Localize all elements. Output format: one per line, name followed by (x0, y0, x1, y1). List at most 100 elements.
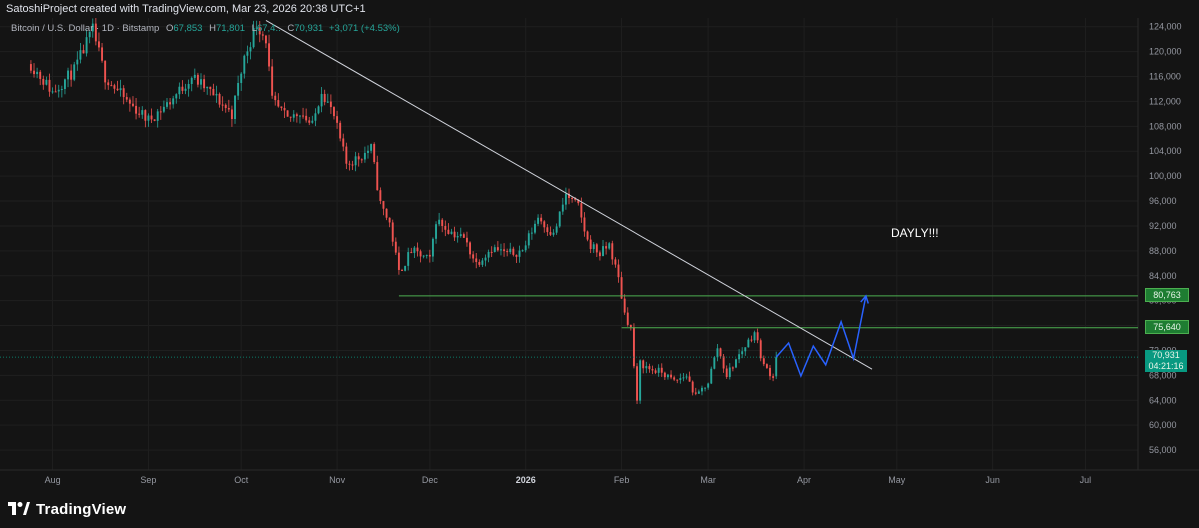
candle-body (444, 226, 447, 230)
y-tick-label: 56,000 (1149, 445, 1177, 455)
open-label: O (166, 23, 174, 34)
candle-body (150, 115, 153, 120)
candle-body (370, 144, 373, 151)
candle-body (252, 27, 255, 48)
candle-body (94, 23, 97, 42)
candle-body (685, 376, 688, 378)
candle-body (428, 254, 431, 257)
candle-body (775, 357, 778, 377)
candle-body (753, 332, 756, 341)
candle-body (119, 88, 122, 91)
candle-body (602, 246, 604, 257)
x-tick-label: Aug (45, 475, 61, 485)
candle-body (190, 77, 193, 84)
candle-body (397, 252, 400, 270)
candle-body (261, 34, 264, 36)
symbol-name: Bitcoin / U.S. Dollar · 1D · Bitstamp (11, 23, 160, 34)
candle-body (568, 193, 570, 199)
x-tick-label: Jun (985, 475, 1000, 485)
x-tick-label: Dec (422, 475, 439, 485)
price-chart[interactable]: 56,00060,00064,00068,00072,00076,00080,0… (0, 18, 1199, 490)
candle-body (299, 115, 301, 117)
candle-body (54, 91, 57, 93)
candle-body (135, 105, 138, 114)
candle-body (472, 254, 475, 259)
candle-body (756, 332, 759, 341)
tradingview-logo[interactable]: TradingView (8, 499, 126, 519)
candle-body (500, 249, 502, 251)
candle-body (82, 50, 85, 54)
candle-body (351, 164, 354, 166)
candle-body (741, 351, 744, 355)
candle-body (221, 104, 224, 106)
candle-body (515, 254, 518, 257)
candle-body (373, 144, 376, 163)
candle-body (691, 381, 694, 393)
candle-body (422, 255, 425, 257)
candle-body (413, 247, 416, 253)
candle-body (577, 199, 580, 204)
chart-header: SatoshiProject created with TradingView.… (0, 0, 1199, 18)
candle-body (305, 115, 308, 121)
candle-body (453, 231, 456, 238)
candle-body (462, 234, 465, 238)
candle-body (42, 78, 45, 85)
candle-body (639, 360, 642, 401)
candle-body (629, 324, 632, 328)
candle-body (348, 163, 351, 165)
tradingview-logo-icon (8, 502, 30, 515)
candle-body (271, 66, 274, 96)
candle-body (311, 120, 314, 123)
candle-body (314, 113, 317, 121)
y-tick-label: 100,000 (1149, 171, 1182, 181)
candle-body (249, 47, 252, 52)
candle-body (558, 211, 561, 227)
candle-body (230, 109, 233, 119)
candle-body (546, 227, 549, 233)
candle-body (543, 221, 546, 228)
candle-body (367, 150, 369, 153)
candle-body (76, 59, 79, 65)
candle-body (626, 312, 629, 325)
candle-body (509, 248, 512, 253)
candle-body (438, 219, 441, 225)
candle-body (586, 231, 589, 240)
candle-body (240, 73, 243, 83)
candle-body (363, 152, 366, 160)
candle-body (391, 222, 394, 242)
candle-body (552, 232, 555, 235)
candle-body (302, 115, 305, 117)
candle-body (345, 146, 348, 164)
candle-body (193, 74, 196, 78)
candle-body (224, 104, 227, 109)
x-tick-label: Sep (140, 475, 156, 485)
candle-body (762, 358, 765, 365)
candle-body (623, 298, 626, 313)
y-tick-label: 92,000 (1149, 221, 1177, 231)
level-lower-tag: 75,640 (1145, 320, 1189, 334)
candle-body (156, 111, 159, 121)
candle-body (255, 27, 258, 29)
x-tick-label: May (888, 475, 906, 485)
candle-body (122, 88, 125, 98)
candle-body (144, 110, 147, 121)
candle-body (493, 247, 496, 252)
candle-body (246, 51, 249, 56)
projection-path (775, 295, 867, 379)
candle-body (697, 391, 700, 394)
candle-body (280, 106, 283, 109)
candle-body (268, 43, 270, 67)
candle-body (116, 88, 119, 91)
candle-body (534, 223, 536, 233)
candle-body (200, 79, 202, 85)
candle-body (481, 260, 484, 265)
candle-body (608, 243, 611, 249)
tradingview-logo-text: TradingView (36, 500, 127, 518)
candle-body (57, 89, 60, 92)
candle-body (227, 108, 230, 110)
candle-body (410, 252, 413, 254)
chart-area[interactable]: 56,00060,00064,00068,00072,00076,00080,0… (0, 18, 1199, 490)
candle-body (614, 259, 617, 265)
candle-body (339, 122, 342, 139)
candle-body (636, 366, 638, 401)
